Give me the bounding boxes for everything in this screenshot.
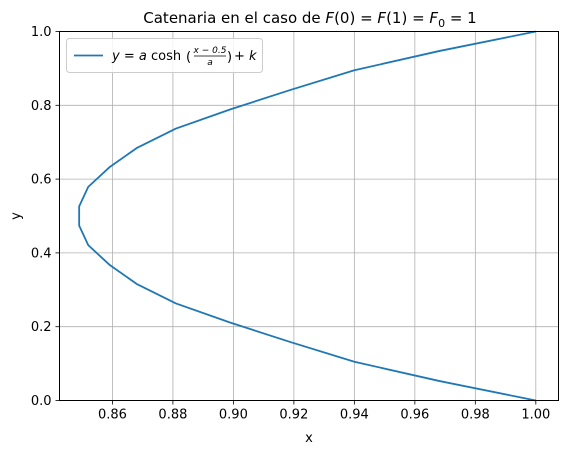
y-axis-ticks: 0.0 0.2 0.4 0.6 0.8 1.0 <box>31 25 60 409</box>
x-axis-ticks: 0.86 0.88 0.90 0.92 0.94 0.96 0.98 1.00 <box>98 400 550 423</box>
catenary-series-line <box>78 30 536 402</box>
plot-frame <box>59 31 559 401</box>
legend-label-lhs: y = a <box>111 49 147 64</box>
x-tick-label: 0.90 <box>219 408 248 423</box>
x-tick-label: 0.92 <box>279 408 308 423</box>
legend-label-rhs: + k <box>234 49 257 64</box>
legend: y = a cosh ( x − 0.5 a ) + k <box>66 38 263 73</box>
legend-label-paren-close: ) <box>227 50 232 65</box>
x-tick-label: 1.00 <box>521 408 550 423</box>
y-tick-label: 0.4 <box>31 246 52 261</box>
x-tick-label: 0.94 <box>340 408 369 423</box>
y-tick-label: 1.0 <box>31 25 52 40</box>
x-tick-label: 0.98 <box>461 408 490 423</box>
x-axis-label: x <box>305 431 313 446</box>
chart-title: Catenaria en el caso de F(0) = F(1) = F0… <box>143 9 476 30</box>
y-tick-label: 0.2 <box>31 320 52 335</box>
x-tick-label: 0.96 <box>400 408 429 423</box>
y-tick-label: 0.6 <box>31 173 52 188</box>
legend-label-paren-open: ( <box>186 50 191 65</box>
legend-label-denominator: a <box>207 58 213 68</box>
series-layer <box>78 30 536 402</box>
legend-label-cosh: cosh <box>151 49 181 64</box>
legend-label-numerator: x − 0.5 <box>193 46 227 56</box>
y-tick-label: 0.0 <box>31 394 52 409</box>
y-tick-label: 0.8 <box>31 99 52 114</box>
x-tick-label: 0.88 <box>158 408 187 423</box>
x-tick-label: 0.86 <box>98 408 127 423</box>
legend-box <box>66 38 263 73</box>
y-axis-label: y <box>9 212 24 220</box>
